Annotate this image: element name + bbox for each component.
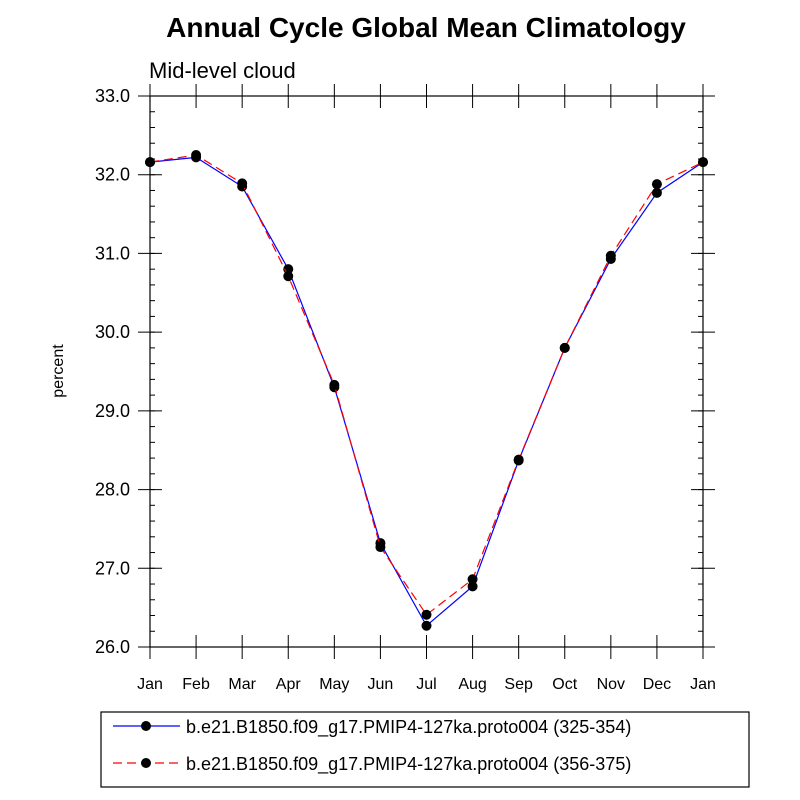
data-point bbox=[559, 342, 570, 353]
y-tick-label: 28.0 bbox=[95, 480, 130, 500]
x-tick-label: Jan bbox=[690, 676, 716, 693]
legend-marker bbox=[141, 721, 151, 731]
y-tick-label: 32.0 bbox=[95, 165, 130, 185]
x-tick-label: Jun bbox=[368, 676, 394, 693]
y-tick-label: 29.0 bbox=[95, 401, 130, 421]
data-point bbox=[513, 454, 524, 465]
data-point bbox=[283, 271, 294, 282]
data-point bbox=[191, 150, 202, 161]
data-point bbox=[467, 574, 478, 585]
legend-entry-2: b.e21.B1850.f09_g17.PMIP4-127ka.proto004… bbox=[113, 754, 631, 775]
x-tick-label: Sep bbox=[504, 676, 533, 693]
x-tick-label: Jan bbox=[137, 676, 163, 693]
data-point bbox=[237, 178, 248, 189]
plot-frame bbox=[149, 95, 704, 648]
legend-label: b.e21.B1850.f09_g17.PMIP4-127ka.proto004… bbox=[186, 754, 631, 775]
data-point bbox=[421, 620, 432, 631]
x-tick-label: Feb bbox=[182, 676, 210, 693]
y-tick-labels: 26.0 27.0 28.0 29.0 30.0 31.0 32.0 33.0 bbox=[95, 86, 130, 657]
x-tick-label: Jul bbox=[416, 676, 436, 693]
legend: b.e21.B1850.f09_g17.PMIP4-127ka.proto004… bbox=[100, 711, 750, 788]
minor-ticks bbox=[150, 95, 703, 648]
data-point bbox=[651, 187, 662, 198]
x-tick-labels: Jan Feb Mar Apr May Jun Jul Aug Sep Oct Nov Dec Jan bbox=[137, 676, 716, 693]
x-tick-label: Oct bbox=[552, 676, 577, 693]
series-layer bbox=[145, 150, 708, 631]
y-tick-label: 27.0 bbox=[95, 558, 130, 578]
data-point bbox=[467, 581, 478, 592]
chart-title: Annual Cycle Global Mean Climatology bbox=[166, 12, 686, 43]
data-point bbox=[421, 609, 432, 620]
y-tick-label: 26.0 bbox=[95, 637, 130, 657]
major-ticks bbox=[138, 84, 715, 659]
y-tick-label: 31.0 bbox=[95, 243, 130, 263]
series-2 bbox=[145, 150, 708, 620]
x-tick-label: Aug bbox=[458, 676, 486, 693]
legend-label: b.e21.B1850.f09_g17.PMIP4-127ka.proto004… bbox=[186, 717, 631, 738]
series-line bbox=[149, 154, 704, 616]
legend-entry-1: b.e21.B1850.f09_g17.PMIP4-127ka.proto004… bbox=[113, 717, 631, 738]
data-point bbox=[605, 250, 616, 261]
data-point bbox=[651, 179, 662, 190]
data-point bbox=[329, 379, 340, 390]
y-tick-label: 30.0 bbox=[95, 322, 130, 342]
x-tick-label: Nov bbox=[597, 676, 625, 693]
x-tick-label: Apr bbox=[276, 676, 302, 693]
series-1 bbox=[145, 152, 708, 631]
x-tick-label: May bbox=[319, 676, 349, 693]
y-axis-label: percent bbox=[50, 344, 67, 398]
legend-marker bbox=[141, 758, 151, 768]
y-tick-label: 33.0 bbox=[95, 86, 130, 106]
x-tick-label: Mar bbox=[228, 676, 256, 693]
chart-subtitle: Mid-level cloud bbox=[149, 58, 296, 83]
legend-box bbox=[100, 711, 750, 788]
series-line bbox=[149, 156, 704, 627]
data-point bbox=[375, 542, 386, 553]
x-tick-label: Dec bbox=[643, 676, 671, 693]
